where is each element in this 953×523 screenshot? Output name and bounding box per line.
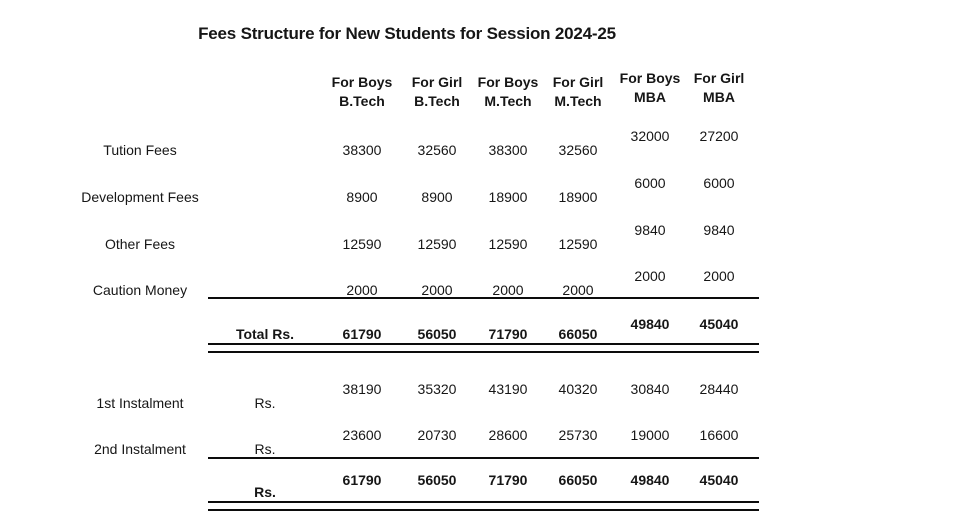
instalment-value: 23600 [342, 427, 382, 443]
fee-value: 8900 [421, 189, 453, 205]
fee-value: 18900 [558, 189, 598, 205]
row-label-tution-fees: Tution Fees [103, 142, 177, 158]
column-header-group: For Girl [693, 70, 745, 86]
column-header-group: For Boys [619, 70, 681, 86]
column-header-program: M.Tech [554, 93, 602, 109]
fee-value: 8900 [346, 189, 378, 205]
column-header-girl-btech: For Girl B.Tech [399, 73, 475, 111]
total-value: 66050 [558, 326, 598, 342]
total-value: 61790 [342, 326, 382, 342]
fee-value: 2000 [421, 282, 453, 298]
table-row-caution-money: Caution Money 2000 2000 2000 2000 2000 2… [0, 268, 953, 299]
currency-unit: Rs. [254, 441, 276, 457]
table-rule-above-grand-total [208, 457, 759, 459]
column-header-program: B.Tech [339, 93, 385, 109]
instalment-value: 30840 [630, 381, 670, 397]
instalment-value: 28440 [699, 381, 739, 397]
column-header-program: M.Tech [484, 93, 532, 109]
instalment-value: 19000 [630, 427, 670, 443]
table-row-other-fees: Other Fees 12590 12590 12590 12590 9840 … [0, 222, 953, 253]
column-header-boys-btech: For Boys B.Tech [324, 73, 400, 111]
fee-value: 38300 [342, 142, 382, 158]
column-header-boys-mtech: For Boys M.Tech [470, 73, 546, 111]
double-rule-bottom [208, 501, 759, 511]
fee-value: 2000 [346, 282, 378, 298]
fee-value: 2000 [492, 282, 524, 298]
fee-value: 2000 [634, 268, 666, 284]
row-label-second-instalment: 2nd Instalment [94, 441, 186, 457]
grand-total-value: 71790 [488, 472, 528, 488]
fee-value: 12590 [342, 236, 382, 252]
row-label-caution-money: Caution Money [92, 282, 188, 298]
fee-value: 12590 [488, 236, 528, 252]
instalment-value: 28600 [488, 427, 528, 443]
instalment-value: 40320 [558, 381, 598, 397]
fee-value: 32560 [558, 142, 598, 158]
table-row-first-instalment: 1st Instalment Rs. 38190 35320 43190 403… [0, 381, 953, 412]
table-row-second-instalment: 2nd Instalment Rs. 23600 20730 28600 257… [0, 427, 953, 458]
row-label-development-fees: Development Fees [81, 189, 199, 205]
total-value: 56050 [417, 326, 457, 342]
currency-unit: Rs. [254, 484, 276, 500]
page-title: Fees Structure for New Students for Sess… [198, 24, 616, 43]
column-header-program: MBA [634, 89, 666, 105]
instalment-value: 38190 [342, 381, 382, 397]
instalment-value: 35320 [417, 381, 457, 397]
double-rule-below-total [208, 343, 759, 353]
row-label-first-instalment: 1st Instalment [96, 395, 184, 411]
row-label-total: Total Rs. [235, 326, 295, 342]
fee-value: 6000 [634, 175, 666, 191]
grand-total-value: 56050 [417, 472, 457, 488]
total-value: 45040 [699, 316, 739, 332]
table-rule-above-total [208, 297, 759, 299]
column-header-group: For Girl [411, 74, 463, 90]
column-header-girl-mba: For Girl MBA [681, 69, 757, 107]
instalment-value: 20730 [417, 427, 457, 443]
fee-value: 32560 [417, 142, 457, 158]
grand-total-value: 45040 [699, 472, 739, 488]
column-header-group: For Boys [477, 74, 539, 90]
fee-value: 12590 [558, 236, 598, 252]
table-row-development-fees: Development Fees 8900 8900 18900 18900 6… [0, 175, 953, 206]
fee-value: 32000 [630, 128, 670, 144]
instalment-value: 43190 [488, 381, 528, 397]
currency-unit: Rs. [254, 395, 276, 411]
column-header-program: B.Tech [414, 93, 460, 109]
fee-value: 18900 [488, 189, 528, 205]
row-label-other-fees: Other Fees [104, 236, 176, 252]
instalment-value: 16600 [699, 427, 739, 443]
column-header-group: For Boys [331, 74, 393, 90]
total-value: 49840 [630, 316, 670, 332]
fee-value: 9840 [703, 222, 735, 238]
fee-value: 38300 [488, 142, 528, 158]
column-header-row: For Boys B.Tech For Girl B.Tech For Boys… [0, 70, 953, 109]
column-header-boys-mba: For Boys MBA [612, 69, 688, 107]
column-header-girl-mtech: For Girl M.Tech [540, 73, 616, 111]
column-header-group: For Girl [552, 74, 604, 90]
fee-value: 2000 [562, 282, 594, 298]
grand-total-value: 66050 [558, 472, 598, 488]
table-row-grand-total: Rs. 61790 56050 71790 66050 49840 45040 [0, 472, 953, 501]
table-row-tution-fees: Tution Fees 38300 32560 38300 32560 3200… [0, 128, 953, 159]
table-row-total: Total Rs. 61790 56050 71790 66050 49840 … [0, 316, 953, 343]
fee-value: 6000 [703, 175, 735, 191]
grand-total-value: 49840 [630, 472, 670, 488]
fee-value: 12590 [417, 236, 457, 252]
grand-total-value: 61790 [342, 472, 382, 488]
column-header-program: MBA [703, 89, 735, 105]
fee-value: 9840 [634, 222, 666, 238]
fee-value: 2000 [703, 268, 735, 284]
fee-value: 27200 [699, 128, 739, 144]
total-value: 71790 [488, 326, 528, 342]
instalment-value: 25730 [558, 427, 598, 443]
